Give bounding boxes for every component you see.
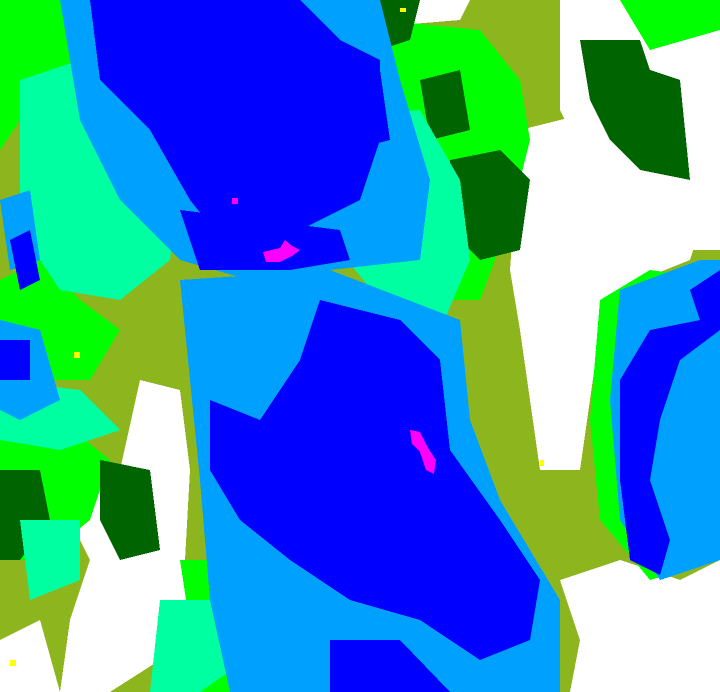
magenta-patch-central xyxy=(410,430,436,474)
magenta-regions xyxy=(232,198,436,474)
magenta-patch-north xyxy=(263,240,300,262)
magenta-patch-small xyxy=(232,198,238,204)
yellow-specks xyxy=(10,8,544,666)
